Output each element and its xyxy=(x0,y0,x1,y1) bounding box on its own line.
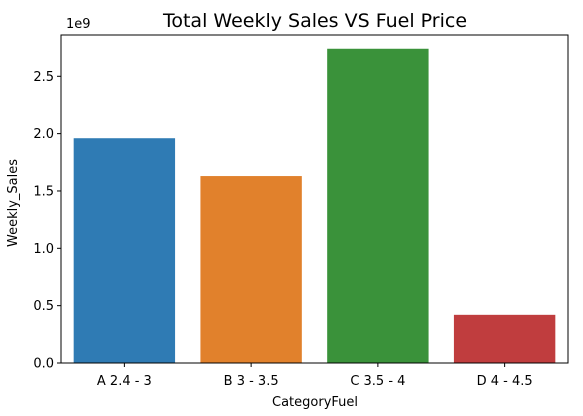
x-tick-label: D 4 - 4.5 xyxy=(477,374,533,389)
y-tick-label: 2.5 xyxy=(33,70,54,85)
x-axis-label: CategoryFuel xyxy=(272,395,358,410)
x-axis-ticks: A 2.4 - 3 B 3 - 3.5 C 3.5 - 4 D 4 - 4.5 xyxy=(97,363,533,389)
y-tick-label: 2.0 xyxy=(33,127,54,142)
y-tick-label: 1.0 xyxy=(33,242,54,257)
bar-3 xyxy=(327,48,429,363)
plot-frame xyxy=(60,34,569,364)
x-tick-label: C 3.5 - 4 xyxy=(350,374,405,389)
chart-title: Total Weekly Sales VS Fuel Price xyxy=(162,10,467,32)
bar-1 xyxy=(73,138,176,363)
x-tick-label: A 2.4 - 3 xyxy=(97,374,152,389)
y-tick-label: 0.5 xyxy=(33,299,54,314)
bar-2 xyxy=(200,176,302,363)
y-axis-ticks: 0.0 0.5 1.0 1.5 2.0 2.5 xyxy=(33,70,61,372)
bar-4 xyxy=(453,314,556,363)
bars-group xyxy=(73,48,556,363)
x-tick-label: B 3 - 3.5 xyxy=(224,374,279,389)
y-axis-offset-label: 1e9 xyxy=(66,17,91,32)
y-axis-label: Weekly_Sales xyxy=(6,159,21,247)
y-tick-label: 1.5 xyxy=(33,184,54,199)
y-tick-label: 0.0 xyxy=(33,357,54,372)
